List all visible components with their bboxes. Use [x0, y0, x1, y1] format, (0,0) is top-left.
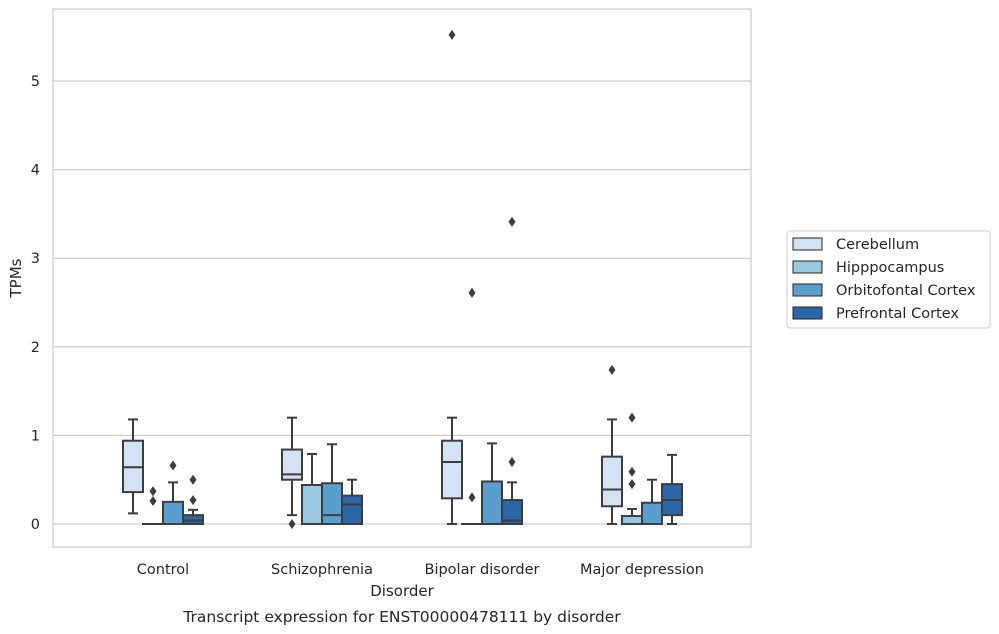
legend: Cerebellum Hipppocampus Orbitofontal Corte…	[786, 230, 991, 329]
y-tick-label: 3	[31, 251, 40, 267]
y-tick-labels: 0 1 2 3 4 5	[31, 74, 40, 533]
box	[162, 500, 184, 526]
box	[341, 494, 363, 526]
legend-label: Cerebellum	[836, 237, 919, 253]
box-group	[341, 478, 363, 526]
outlier-point	[628, 466, 636, 477]
outlier-point	[508, 456, 516, 467]
outlier-point	[189, 495, 197, 506]
outlier-point	[189, 474, 197, 485]
outlier-point	[288, 519, 296, 529]
outlier-point	[628, 479, 636, 490]
box-group	[441, 29, 463, 525]
box	[501, 499, 523, 526]
legend-label: Orbitofontal Cortex	[836, 283, 976, 299]
outlier-point	[628, 412, 636, 423]
y-axis-label: TPMs	[7, 258, 25, 298]
box	[641, 501, 663, 525]
outlier-point	[508, 216, 516, 227]
box-group	[661, 453, 683, 525]
box	[281, 448, 303, 481]
box-group	[122, 418, 144, 515]
box-group	[162, 460, 184, 526]
box-group	[481, 442, 503, 525]
box-group	[142, 486, 164, 526]
box-group	[601, 364, 623, 525]
x-tick-label: Control	[137, 562, 189, 578]
box-group	[182, 474, 204, 526]
box	[441, 439, 463, 500]
x-tick-labels: Control Schizophrenia Bipolar disorder Majo…	[137, 562, 704, 578]
x-tick-label: Schizophrenia	[271, 562, 373, 578]
outlier-point	[468, 492, 476, 503]
legend-label: Hipppocampus	[836, 260, 944, 276]
legend-label: Prefrontal Cortex	[836, 306, 959, 322]
box-group	[501, 216, 523, 526]
box-group	[281, 416, 303, 529]
x-tick-label: Major depression	[580, 562, 704, 578]
outlier-point	[468, 287, 476, 298]
y-tick-label: 1	[31, 428, 40, 444]
y-tick-label: 5	[31, 74, 40, 90]
box	[321, 482, 343, 525]
box	[481, 480, 503, 525]
outlier-point	[448, 29, 456, 40]
legend-swatch	[792, 283, 823, 297]
plot-area	[53, 9, 751, 547]
outlier-point	[149, 486, 157, 497]
box	[621, 515, 643, 526]
chart-title: Transcript expression for ENST0000047811…	[182, 608, 621, 626]
outlier-point	[169, 460, 177, 471]
box-group	[461, 287, 483, 526]
legend-swatch	[792, 237, 823, 251]
legend-frame	[786, 230, 991, 329]
x-axis-label: Disorder	[370, 582, 434, 600]
plot-frame	[52, 8, 752, 548]
y-tick-label: 0	[31, 517, 40, 533]
y-tick-label: 4	[31, 163, 40, 179]
legend-swatch	[792, 260, 823, 274]
x-tick-label: Bipolar disorder	[425, 562, 540, 578]
y-tick-label: 2	[31, 340, 40, 356]
box	[301, 484, 323, 525]
outlier-point	[149, 495, 157, 506]
box-group	[641, 478, 663, 525]
box	[601, 455, 623, 508]
outlier-point	[608, 364, 616, 375]
box-series	[122, 29, 683, 529]
legend-swatch	[792, 306, 823, 320]
